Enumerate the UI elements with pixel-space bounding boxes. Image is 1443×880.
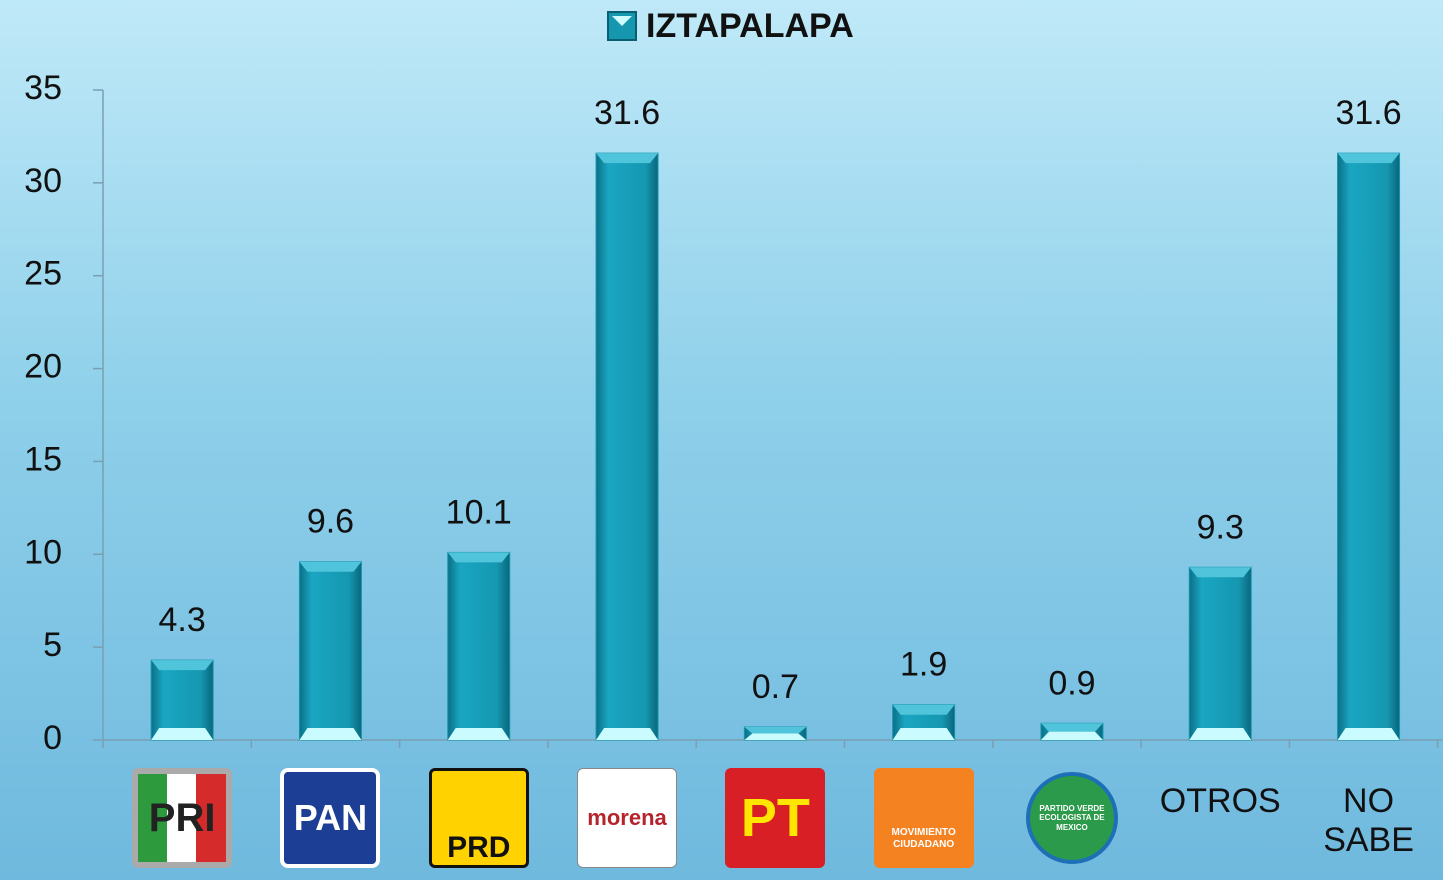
value-label: 31.6 — [594, 94, 660, 132]
bar-base-bevel — [1040, 731, 1103, 740]
bar-group — [1337, 152, 1401, 741]
y-tick-label: 10 — [24, 533, 62, 571]
category-logo: PT — [725, 768, 826, 868]
x-tick-label: NO SABE — [1323, 782, 1414, 860]
bar-base-bevel — [299, 728, 362, 740]
value-label: 4.3 — [159, 601, 206, 639]
legend-label: IZTAPALAPA — [646, 7, 854, 45]
value-label: 9.3 — [1197, 508, 1244, 546]
bar-base-bevel — [1189, 728, 1252, 740]
bar — [447, 551, 511, 741]
value-label: 31.6 — [1335, 94, 1401, 132]
bar-base-bevel — [151, 728, 214, 740]
bar — [1188, 566, 1252, 741]
category-logo: PRD — [428, 768, 529, 868]
x-tick-label: OTROS — [1159, 782, 1281, 820]
bar-group — [1040, 722, 1104, 741]
bar-group — [447, 551, 511, 741]
bar-top-bevel — [744, 727, 807, 734]
bar-top-bevel — [892, 704, 955, 715]
category-logo: morena — [577, 768, 678, 868]
bar-base-bevel — [596, 728, 659, 740]
value-label: 9.6 — [307, 503, 354, 541]
bar — [595, 152, 659, 741]
bar-top-bevel — [1040, 723, 1103, 732]
bar-top-bevel — [151, 660, 214, 671]
value-label: 0.7 — [752, 668, 799, 706]
legend-swatch-shine — [612, 16, 632, 26]
y-tick-label: 15 — [24, 440, 62, 478]
bar-top-bevel — [596, 153, 659, 164]
y-tick-label: 35 — [24, 69, 62, 107]
bar — [150, 659, 214, 741]
bar-base-bevel — [447, 728, 510, 740]
y-tick-label: 5 — [43, 626, 62, 664]
bar-base-bevel — [892, 728, 955, 740]
bar-top-bevel — [299, 561, 362, 572]
value-label: 1.9 — [900, 646, 947, 684]
value-label: 0.9 — [1048, 664, 1095, 702]
category-logo: PARTIDO VERDE ECOLOGISTA DE MEXICO — [1025, 772, 1118, 864]
bar-base-bevel — [1337, 728, 1400, 740]
bar-top-bevel — [447, 552, 510, 563]
bar-group — [150, 659, 214, 741]
category-logo: PAN — [280, 768, 381, 868]
bar-group — [892, 704, 956, 741]
bar-top-bevel — [1189, 567, 1252, 578]
bar-group — [743, 726, 807, 741]
y-tick-label: 0 — [43, 719, 62, 757]
y-tick-label: 25 — [24, 255, 62, 293]
bar — [298, 561, 362, 741]
category-logo: PRI — [132, 768, 233, 868]
bar-base-bevel — [744, 733, 807, 740]
y-tick-label: 20 — [24, 348, 62, 386]
category-logo: MOVIMIENTO CIUDADANO — [873, 768, 974, 868]
bar — [1337, 152, 1401, 741]
bar-group — [1188, 566, 1252, 741]
bar-group — [298, 561, 362, 741]
bar-group — [595, 152, 659, 741]
value-label: 10.1 — [446, 493, 512, 531]
y-tick-label: 30 — [24, 162, 62, 200]
bar-top-bevel — [1337, 153, 1400, 164]
